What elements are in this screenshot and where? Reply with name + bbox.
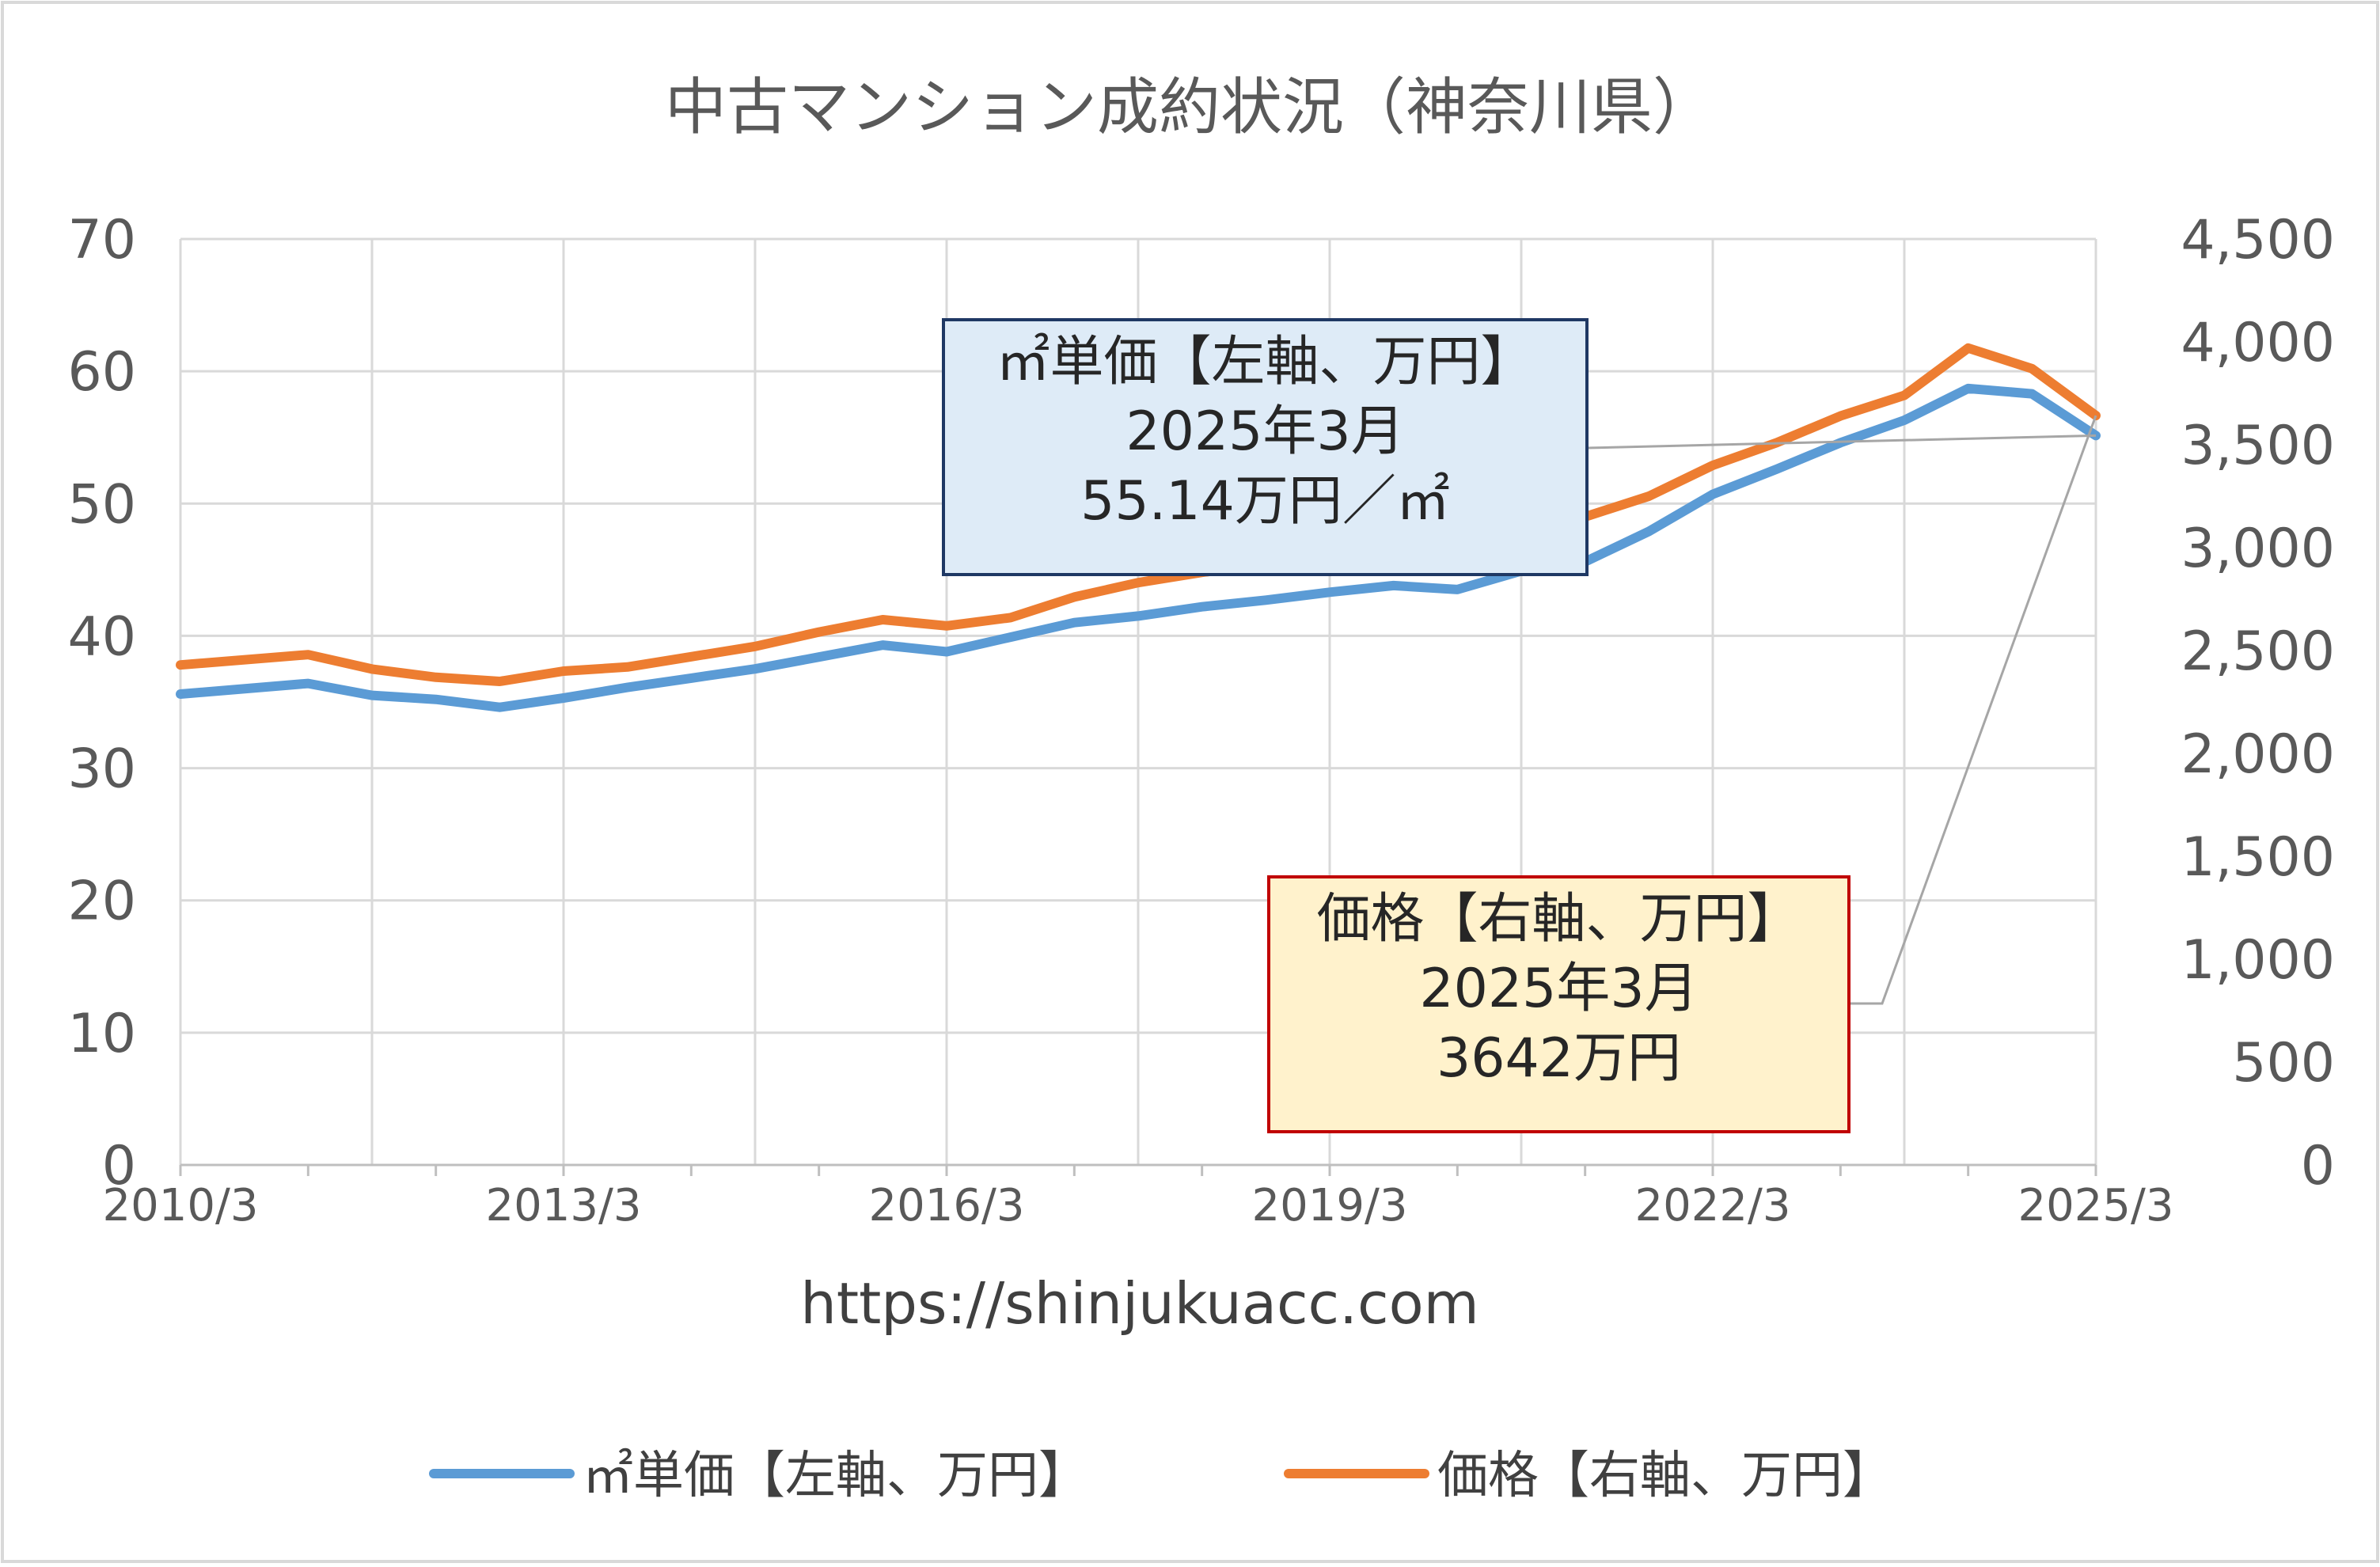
callout-text: 3642万円	[1437, 1027, 1681, 1090]
y-right-tick-label: 4,000	[2181, 312, 2335, 374]
source-url: https://shinjukuacc.com	[800, 1270, 1479, 1337]
callout-text: ㎡単価【左軸、万円】	[996, 331, 1534, 393]
y-left-tick-label: 50	[67, 473, 136, 536]
x-tick-label: 2013/3	[485, 1180, 641, 1231]
x-tick-label: 2019/3	[1251, 1180, 1407, 1231]
y-left-tick-label: 10	[67, 1003, 136, 1065]
y-right-tick-label: 2,500	[2181, 620, 2335, 683]
x-tick-label: 2010/3	[102, 1180, 258, 1231]
callout-text: 2025年3月	[1419, 958, 1698, 1020]
x-tick-label: 2022/3	[1634, 1180, 1790, 1231]
x-tick-label: 2025/3	[2017, 1180, 2173, 1231]
legend-label: 価格【右軸、万円】	[1437, 1447, 1893, 1505]
y-right-tick-label: 3,000	[2181, 518, 2335, 580]
y-right-tick-label: 2,000	[2181, 723, 2335, 786]
callout-text: 55.14万円／㎡	[1080, 470, 1450, 533]
chart-title: 中古マンション成約状況（神奈川県）	[665, 72, 1714, 143]
callout-text: 2025年3月	[1125, 400, 1404, 463]
y-left-tick-label: 70	[67, 209, 136, 271]
y-right-tick-label: 500	[2232, 1032, 2335, 1095]
y-right-tick-label: 3,500	[2181, 415, 2335, 477]
y-right-tick-label: 4,500	[2181, 209, 2335, 271]
y-left-tick-label: 30	[67, 738, 136, 801]
legend-label: ㎡単価【左軸、万円】	[583, 1447, 1089, 1505]
y-right-tick-label: 1,000	[2181, 929, 2335, 992]
x-tick-label: 2016/3	[868, 1180, 1024, 1231]
y-right-tick-label: 1,500	[2181, 826, 2335, 889]
y-right-tick-label: 0	[2301, 1135, 2335, 1197]
callout-text: 価格【右軸、万円】	[1316, 888, 1801, 950]
y-left-tick-label: 60	[67, 341, 136, 404]
y-left-tick-label: 20	[67, 871, 136, 933]
y-left-tick-label: 40	[67, 605, 136, 668]
